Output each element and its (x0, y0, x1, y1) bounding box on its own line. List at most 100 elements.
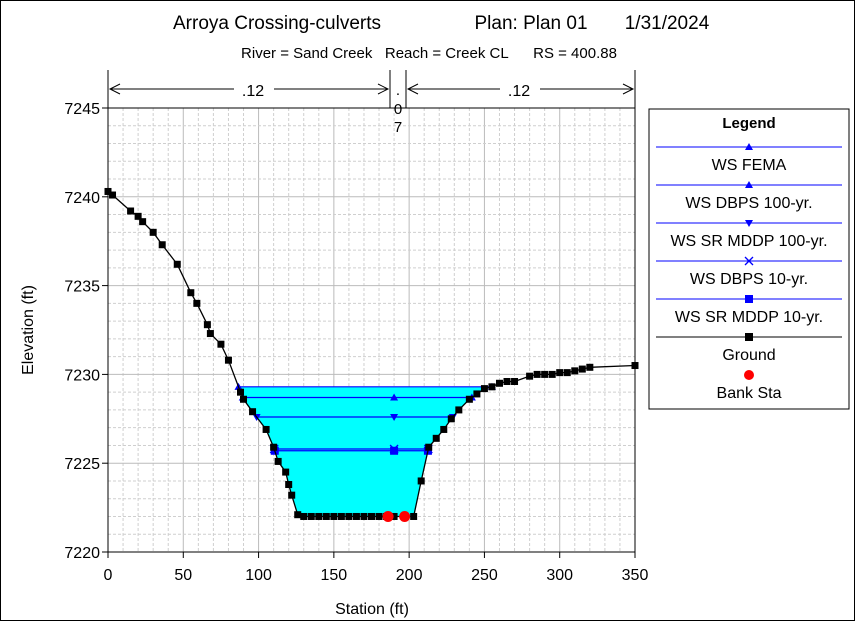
ground-point (390, 512, 398, 520)
ground-point (432, 434, 440, 442)
legend: Legend WS FEMA WS DBPS 100-yr. WS SR MDDP … (648, 108, 850, 410)
x-tick-label: 300 (546, 567, 573, 584)
legend-box (648, 108, 850, 410)
ground-point (473, 390, 481, 398)
marker-x (744, 256, 754, 266)
ground-point (300, 512, 308, 520)
legend-label: WS FEMA (712, 157, 787, 174)
ground-point (417, 477, 425, 485)
x-tick-label: 250 (471, 567, 498, 584)
plan-label: Plan: Plan 01 (474, 13, 587, 34)
location-subtitle: River = Sand Creek Reach = Creek CL RS =… (241, 45, 617, 62)
bank-station-point (399, 510, 411, 522)
ground-point (224, 356, 232, 364)
ground-point (285, 481, 293, 489)
water-fill (238, 386, 492, 517)
water-surface-area (238, 386, 492, 517)
ground-point (294, 511, 302, 519)
legend-label: WS DBPS 10-yr. (690, 271, 808, 288)
y-tick-label: 7235 (64, 279, 100, 296)
ground-point (173, 260, 181, 268)
marker-triangle-down (390, 414, 399, 422)
ground-point (541, 370, 549, 378)
mannings-n-annotation: .12 .12 . 0 7 (107, 70, 636, 136)
marker-circle (744, 370, 754, 380)
ground-profile (104, 187, 639, 520)
ground-point (158, 241, 166, 249)
date-label: 1/31/2024 (625, 13, 710, 34)
ground-point (503, 378, 511, 386)
x-axis-label: Station (ft) (335, 601, 409, 618)
ground-point (375, 512, 383, 520)
ground-point (217, 340, 225, 348)
ground-point (352, 512, 360, 520)
marker-square (745, 295, 753, 303)
ground-point (526, 372, 534, 380)
ground-point (322, 512, 330, 520)
ground-point (480, 385, 488, 393)
ground-point (563, 369, 571, 377)
plot-border (107, 107, 636, 553)
ground-point (315, 512, 323, 520)
x-tick-label: 350 (622, 567, 649, 584)
ground-point (548, 370, 556, 378)
channel-n-line2: 0 (394, 101, 402, 118)
ground-point (282, 468, 290, 476)
legend-title: Legend (722, 115, 775, 132)
ground-point (410, 512, 418, 520)
ground-point (139, 218, 147, 226)
left-n-value: .12 (242, 83, 264, 100)
ground-point (337, 512, 345, 520)
ground-point (307, 512, 315, 520)
ground-point (578, 365, 586, 373)
ground-point (447, 415, 455, 423)
ground-point (495, 379, 503, 387)
ground-point (488, 383, 496, 391)
channel-n-line3: 7 (394, 119, 402, 136)
ground-point (262, 425, 270, 433)
ground-point (109, 191, 117, 199)
x-tick-label: 100 (245, 567, 272, 584)
chart-title: Arroya Crossing-culverts (173, 13, 381, 34)
y-tick-label: 7240 (64, 190, 100, 207)
ground-point (465, 395, 473, 403)
legend-label: WS DBPS 100-yr. (685, 195, 812, 212)
marker-triangle-up (745, 181, 753, 188)
ground-point (240, 395, 248, 403)
ground-point (440, 425, 448, 433)
marker-triangle-up (745, 143, 753, 150)
ground-point (127, 207, 135, 215)
marker-square (390, 446, 399, 455)
marker-triangle-up (390, 393, 399, 401)
ground-point (556, 369, 564, 377)
legend-item: Ground (656, 333, 842, 364)
ground-point (511, 378, 519, 386)
right-n-value: .12 (508, 83, 530, 100)
marker-square (745, 333, 753, 341)
channel-n-line1: . (396, 82, 400, 99)
x-tick-label: 200 (396, 567, 423, 584)
marker-triangle-down (745, 220, 753, 227)
ground-point (345, 512, 353, 520)
ground-point (274, 457, 282, 465)
ground-point (368, 512, 375, 520)
plot-area: 0 50 100 150 200 250 300 350 7220 7225 7230 7235 724… (64, 101, 648, 584)
legend-item: Bank Sta (717, 370, 782, 402)
y-tick-label: 7230 (64, 367, 100, 384)
ground-point (270, 443, 278, 451)
ground-point (425, 443, 433, 451)
ground-point (571, 367, 579, 375)
bank-stations (382, 510, 411, 522)
x-tick-label: 0 (104, 567, 113, 584)
y-tick-label: 7225 (64, 456, 100, 473)
ground-point (360, 512, 368, 520)
x-tick-label: 50 (174, 567, 192, 584)
ground-point (203, 321, 211, 329)
y-tick-label: 7220 (64, 545, 100, 562)
legend-label: WS SR MDDP 100-yr. (670, 233, 827, 250)
ground-point (193, 299, 201, 307)
ground-point (455, 406, 463, 414)
ground-point (586, 363, 594, 371)
legend-item: WS DBPS 10-yr. (656, 256, 842, 288)
